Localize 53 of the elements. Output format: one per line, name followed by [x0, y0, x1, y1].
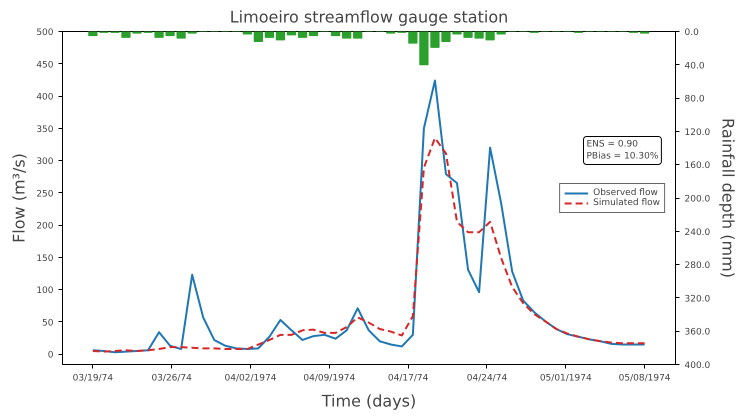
y2-axis-title: Rainfall depth (mm)	[718, 118, 738, 278]
y-tick-label: 0	[48, 350, 54, 361]
x-tick-label: 05/08/1974	[618, 374, 671, 384]
chart-title: Limoeiro streamflow gauge station	[230, 8, 508, 26]
bar	[474, 32, 484, 39]
y-tick-label: 500	[36, 28, 54, 38]
bar	[121, 32, 131, 38]
x-tick-label: 04/17/74	[388, 374, 429, 384]
y-tick-label: 150	[36, 254, 54, 264]
y-tick-label: 350	[36, 124, 54, 135]
bar	[264, 32, 274, 38]
y2-tick-label: 280.0	[684, 261, 711, 272]
bar	[485, 32, 495, 40]
y2-tick-label: 200.0	[684, 194, 711, 204]
y-tick-label: 50	[42, 318, 54, 328]
bar	[308, 32, 318, 36]
bar	[154, 32, 164, 38]
y-tick-label: 250	[36, 189, 54, 200]
x-tick-label: 04/09/1974	[303, 374, 356, 384]
x-tick-label: 04/24/74	[466, 374, 508, 384]
legend-label: Simulated flow	[593, 198, 660, 208]
bar	[286, 32, 296, 36]
bar	[276, 32, 286, 40]
y2-tick-label: 240.0	[684, 228, 711, 238]
bar	[452, 32, 462, 34]
x-tick-label: 04/02/1974	[224, 374, 277, 384]
y2-tick-label: 360.0	[684, 328, 711, 338]
bar	[430, 32, 440, 48]
legend-label: Observed flow	[593, 188, 658, 198]
y-tick-label: 450	[36, 60, 54, 70]
y2-tick-label: 0.0	[684, 28, 700, 38]
bar	[463, 32, 473, 38]
y-axis-title: Flow (m³/s)	[9, 153, 28, 243]
bar	[419, 32, 429, 66]
y2-tick-label: 80.0	[684, 94, 705, 105]
x-tick-label: 03/19/74	[72, 374, 114, 384]
x-axis-title: Time (days)	[320, 392, 416, 410]
x-tick-label: 03/26/74	[151, 374, 192, 384]
annotation: ENS = 0.90 PBias = 10.30%	[586, 140, 659, 162]
y2-tick-label: 120.0	[684, 128, 711, 138]
bar	[496, 32, 506, 34]
y2-tick-label: 400.0	[684, 361, 711, 371]
y2-tick-label: 160.0	[684, 161, 711, 172]
y2-tick-label: 320.0	[684, 294, 711, 304]
bar	[441, 32, 451, 42]
bar	[165, 32, 175, 36]
y-tick-label: 100	[36, 286, 54, 296]
bar	[298, 32, 308, 38]
y-tick-label: 200	[36, 222, 54, 232]
y2-tick-label: 40.0	[684, 61, 705, 72]
y-tick-label: 400	[36, 92, 54, 103]
x-tick-label: 05/01/1974	[540, 374, 592, 384]
y-tick-label: 300	[36, 157, 54, 168]
